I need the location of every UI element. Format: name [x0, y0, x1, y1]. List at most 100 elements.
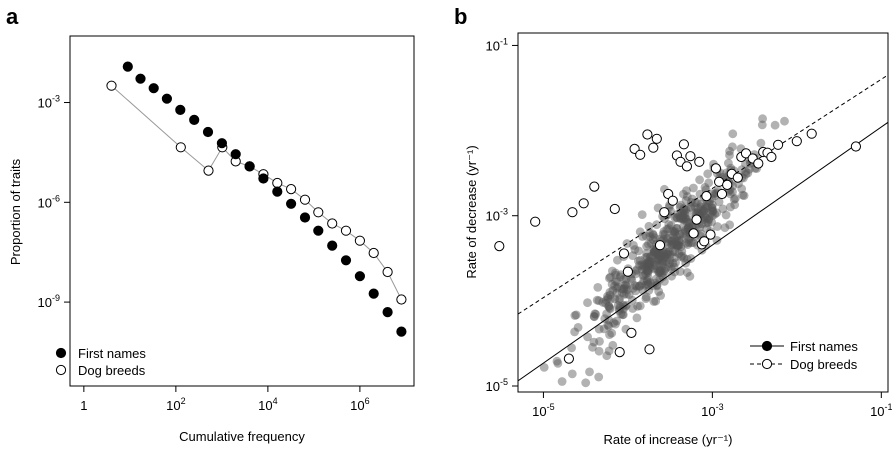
series-line-dog-breeds — [111, 85, 402, 300]
point-first-names — [659, 266, 669, 276]
point-first-names — [668, 231, 678, 240]
point-first-names — [668, 239, 678, 249]
point-first-names — [649, 297, 659, 306]
point-first-names — [592, 295, 602, 305]
point-first-names — [667, 240, 677, 250]
point-first-names — [639, 271, 649, 280]
point-first-names — [631, 269, 641, 279]
point-first-names — [668, 226, 677, 236]
point-first-names — [618, 310, 627, 320]
point-first-names — [646, 239, 656, 248]
point-first-names — [641, 252, 651, 262]
point-first-names — [645, 260, 655, 269]
point-first-names — [703, 218, 713, 228]
point-first-names — [679, 189, 688, 199]
point-first-names — [619, 289, 629, 299]
point-first-names — [638, 271, 648, 281]
point-first-names — [658, 268, 668, 278]
point-first-names — [675, 211, 684, 221]
panel-b-x-ticks: 10-5 10-3 10-1 — [532, 392, 892, 419]
point-first-names — [552, 356, 562, 366]
point-first-names — [658, 272, 668, 282]
point-first-names — [645, 256, 654, 266]
point-first-names — [615, 272, 625, 282]
point-first-names — [670, 228, 680, 238]
point-first-names — [682, 208, 692, 218]
point-first-names — [581, 378, 591, 388]
point-first-names — [678, 214, 688, 224]
point-first-names — [161, 93, 172, 104]
point-first-names — [665, 255, 675, 264]
point-first-names — [637, 280, 646, 289]
point-dog-breeds — [722, 179, 733, 190]
point-first-names — [632, 313, 642, 323]
point-first-names — [642, 259, 652, 268]
point-first-names — [689, 238, 698, 248]
point-first-names — [632, 281, 642, 291]
panel-a-legend: First names Dog breeds — [55, 346, 146, 378]
point-dog-breeds — [175, 142, 186, 153]
point-first-names — [396, 326, 407, 337]
point-first-names — [553, 359, 563, 368]
point-first-names — [665, 250, 675, 260]
x-tick-label: 104 — [258, 396, 277, 413]
point-first-names — [692, 198, 702, 208]
point-first-names — [677, 213, 686, 223]
x-tick-label: 1 — [80, 398, 87, 413]
point-first-names — [635, 261, 644, 270]
point-first-names — [607, 279, 617, 289]
point-first-names — [189, 114, 200, 126]
point-first-names — [631, 286, 640, 296]
legend-dog-breeds-label-b: Dog breeds — [790, 357, 858, 372]
point-first-names — [604, 315, 614, 325]
point-first-names — [672, 213, 682, 223]
point-first-names — [670, 213, 680, 223]
panel-b-dog-breeds-points — [494, 128, 862, 364]
point-first-names — [725, 146, 734, 156]
point-first-names — [628, 251, 638, 260]
point-dog-breeds — [589, 181, 600, 192]
point-first-names — [658, 229, 668, 239]
point-first-names — [702, 202, 712, 212]
point-first-names — [594, 324, 604, 334]
point-first-names — [674, 241, 684, 251]
point-first-names — [652, 220, 662, 230]
point-first-names — [684, 238, 694, 248]
point-first-names — [696, 229, 706, 239]
point-first-names — [637, 210, 647, 220]
point-first-names — [635, 301, 645, 311]
point-first-names — [567, 343, 576, 353]
point-first-names — [690, 198, 700, 208]
point-first-names — [642, 266, 652, 276]
point-first-names — [605, 287, 615, 297]
point-first-names — [652, 281, 662, 291]
point-first-names — [649, 260, 659, 270]
point-first-names — [648, 229, 658, 239]
point-first-names — [122, 61, 133, 72]
point-first-names — [661, 247, 671, 257]
point-first-names — [662, 224, 672, 234]
point-first-names — [286, 198, 297, 209]
point-first-names — [613, 255, 622, 265]
point-first-names — [677, 246, 687, 256]
point-first-names — [741, 159, 750, 169]
point-first-names — [244, 161, 255, 172]
point-first-names — [649, 248, 659, 258]
point-first-names — [655, 258, 664, 268]
point-first-names — [573, 323, 583, 332]
point-first-names — [202, 126, 214, 138]
point-first-names — [635, 255, 645, 265]
point-dog-breeds — [716, 188, 728, 200]
point-first-names — [725, 189, 735, 199]
point-first-names — [643, 280, 653, 289]
point-first-names — [643, 260, 653, 270]
point-first-names — [673, 240, 683, 250]
point-first-names — [730, 200, 740, 210]
point-first-names — [641, 231, 651, 241]
point-first-names — [648, 253, 657, 263]
point-first-names — [594, 346, 604, 356]
point-first-names — [583, 332, 592, 342]
legend-first-names-marker — [55, 347, 67, 359]
point-first-names — [644, 273, 653, 283]
point-first-names — [645, 263, 655, 273]
